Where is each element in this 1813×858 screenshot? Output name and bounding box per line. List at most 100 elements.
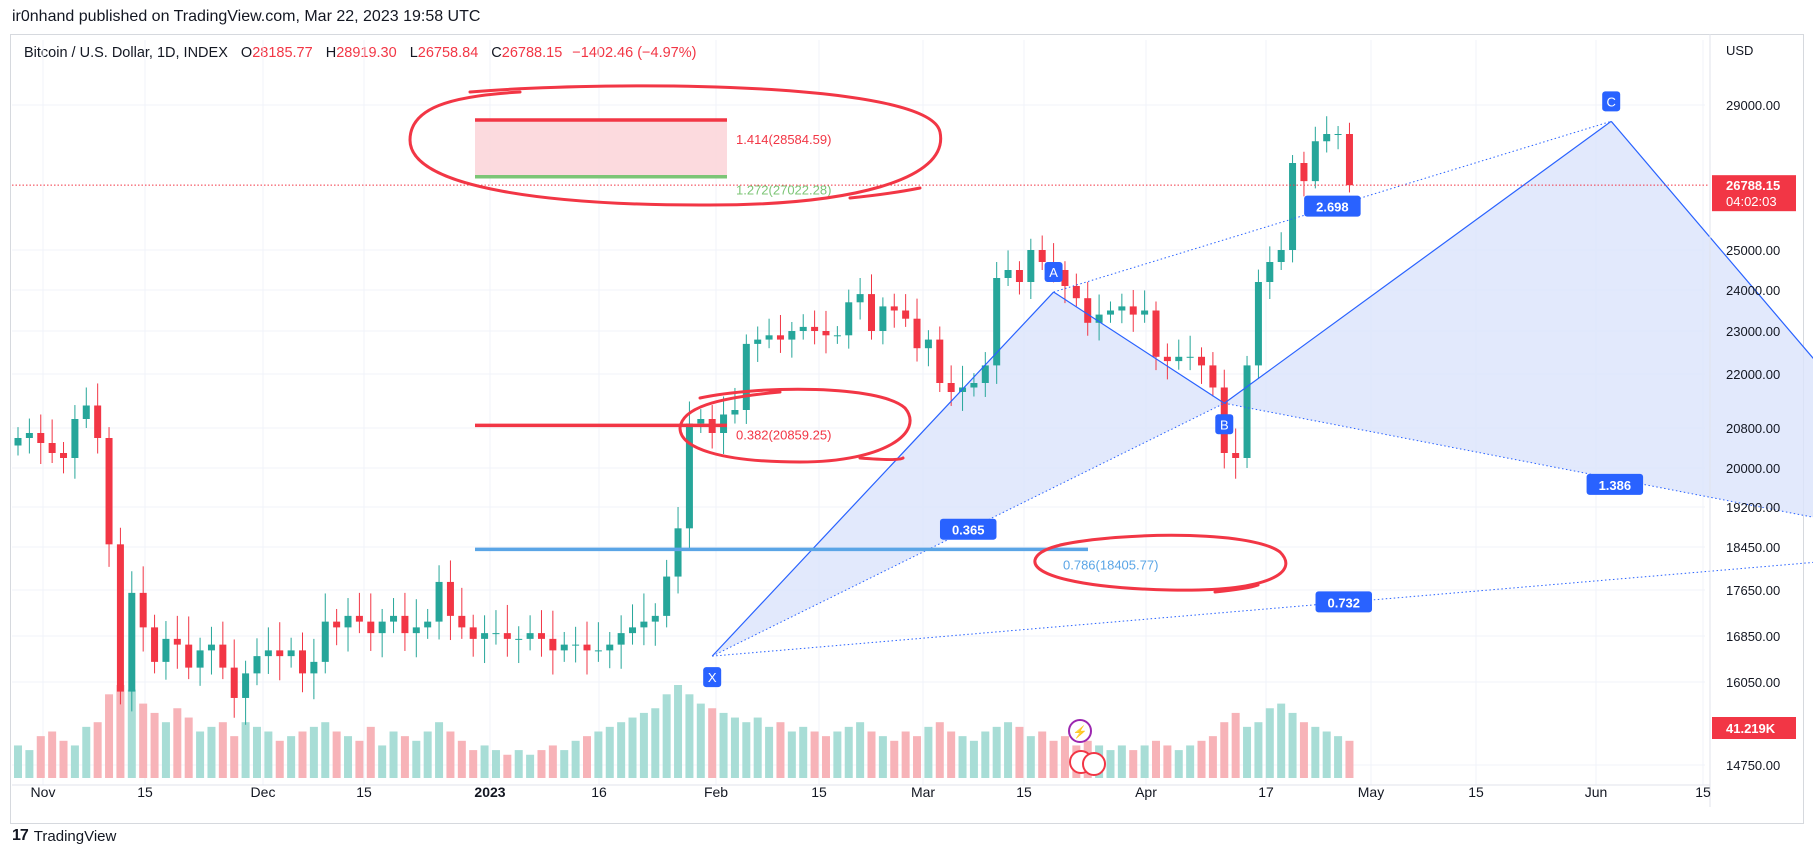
candle: [799, 314, 807, 340]
candle-body: [287, 650, 295, 657]
candle: [515, 626, 523, 664]
candle: [173, 615, 181, 669]
volume-bar: [173, 708, 182, 778]
volume-bar: [742, 722, 751, 778]
candle-body: [583, 644, 591, 651]
volume-bar: [344, 736, 353, 778]
x-tick-label: 17: [1258, 784, 1274, 800]
volume-bar: [252, 726, 261, 778]
volume-bar: [1117, 745, 1126, 778]
low-value: 26758.84: [417, 45, 479, 61]
symbol-name[interactable]: Bitcoin / U.S. Dollar, 1D, INDEX: [24, 45, 228, 61]
volume-bar: [457, 740, 466, 778]
volume-bar: [127, 689, 136, 778]
pattern-leg: [1610, 120, 1813, 360]
volume-bar: [446, 731, 455, 778]
candle: [378, 608, 386, 658]
candle: [412, 599, 420, 658]
candle-body: [458, 615, 466, 628]
y-tick-label: 25000.00: [1726, 243, 1780, 258]
fib-zone-fill: [475, 120, 727, 177]
volume-bar: [696, 703, 705, 778]
ratio-badge: [939, 518, 997, 540]
candle-body: [446, 581, 454, 616]
candle-body: [355, 615, 363, 622]
candle: [333, 608, 341, 646]
candle: [310, 638, 318, 700]
volume-bar: [526, 754, 535, 778]
y-tick-label: 17650.00: [1726, 583, 1780, 598]
volume-bar: [1015, 726, 1024, 778]
candle: [1038, 235, 1046, 270]
candle: [560, 631, 568, 662]
volume-bar: [685, 694, 694, 778]
candle: [742, 334, 750, 424]
pattern-point-label: A: [1049, 265, 1058, 280]
volume-bar: [935, 722, 944, 778]
candle-body: [1004, 270, 1012, 278]
volume-bar: [856, 722, 865, 778]
y-tick-label: 16050.00: [1726, 675, 1780, 690]
volume-bar: [594, 731, 603, 778]
volume-bar: [1049, 740, 1058, 778]
candle-body: [105, 438, 113, 545]
candle-body: [253, 656, 261, 674]
x-tick-label: 15: [1695, 784, 1711, 800]
lightning-event-icon: [1068, 719, 1092, 743]
volume-bar: [435, 722, 444, 778]
candle-body: [25, 433, 33, 438]
candle: [1266, 246, 1274, 300]
lightning-glyph-icon: ⚡: [1073, 725, 1088, 739]
candle-body: [344, 615, 352, 628]
volume-bar: [412, 740, 421, 778]
candle: [321, 593, 329, 674]
candle-body: [1106, 310, 1114, 315]
volume-bar: [469, 750, 478, 778]
candle: [811, 310, 819, 345]
candle-body: [1061, 270, 1069, 286]
candle: [469, 614, 477, 657]
candle-body: [731, 410, 739, 415]
candle-body: [1232, 453, 1240, 458]
candle: [822, 310, 830, 354]
volume-bar: [1129, 750, 1138, 778]
candle-body: [1186, 356, 1194, 358]
candle-body: [1175, 356, 1183, 362]
candle-body: [151, 627, 159, 662]
volume-bar: [1208, 736, 1217, 778]
candle: [993, 262, 1001, 384]
candle: [37, 414, 45, 464]
fib-label-0382: 0.382(20859.25): [736, 427, 831, 442]
candle: [629, 604, 637, 645]
volume-bar: [730, 717, 739, 778]
candle: [1334, 126, 1342, 150]
volume-bar: [662, 694, 671, 778]
pattern-leg: [711, 291, 1055, 657]
high-value: 28919.30: [336, 45, 397, 61]
candle: [401, 592, 409, 651]
candle: [833, 326, 841, 344]
x-tick-label: Nov: [31, 784, 56, 800]
candle: [446, 560, 454, 641]
volume-bar: [196, 731, 205, 778]
candle-body: [503, 633, 511, 639]
volume-bar: [583, 736, 591, 778]
volume-bar: [560, 750, 569, 778]
candle-body: [242, 673, 250, 698]
x-tick-label: 15: [137, 784, 153, 800]
candle-body: [1243, 365, 1251, 458]
candle-body: [663, 576, 671, 616]
volume-bar: [1231, 712, 1240, 778]
candle: [913, 298, 921, 362]
candle-body: [1311, 141, 1319, 182]
volume-bar: [913, 736, 922, 778]
open-label: O: [240, 45, 253, 61]
volume-bar: [1299, 722, 1308, 778]
volume-bar: [674, 685, 683, 778]
candle-body: [1266, 262, 1274, 282]
y-tick-label: 14750.00: [1726, 758, 1780, 773]
y-tick-label: 19200.00: [1726, 500, 1780, 515]
footer-brand: 17 TradingView: [12, 827, 116, 845]
candle: [1186, 335, 1194, 371]
